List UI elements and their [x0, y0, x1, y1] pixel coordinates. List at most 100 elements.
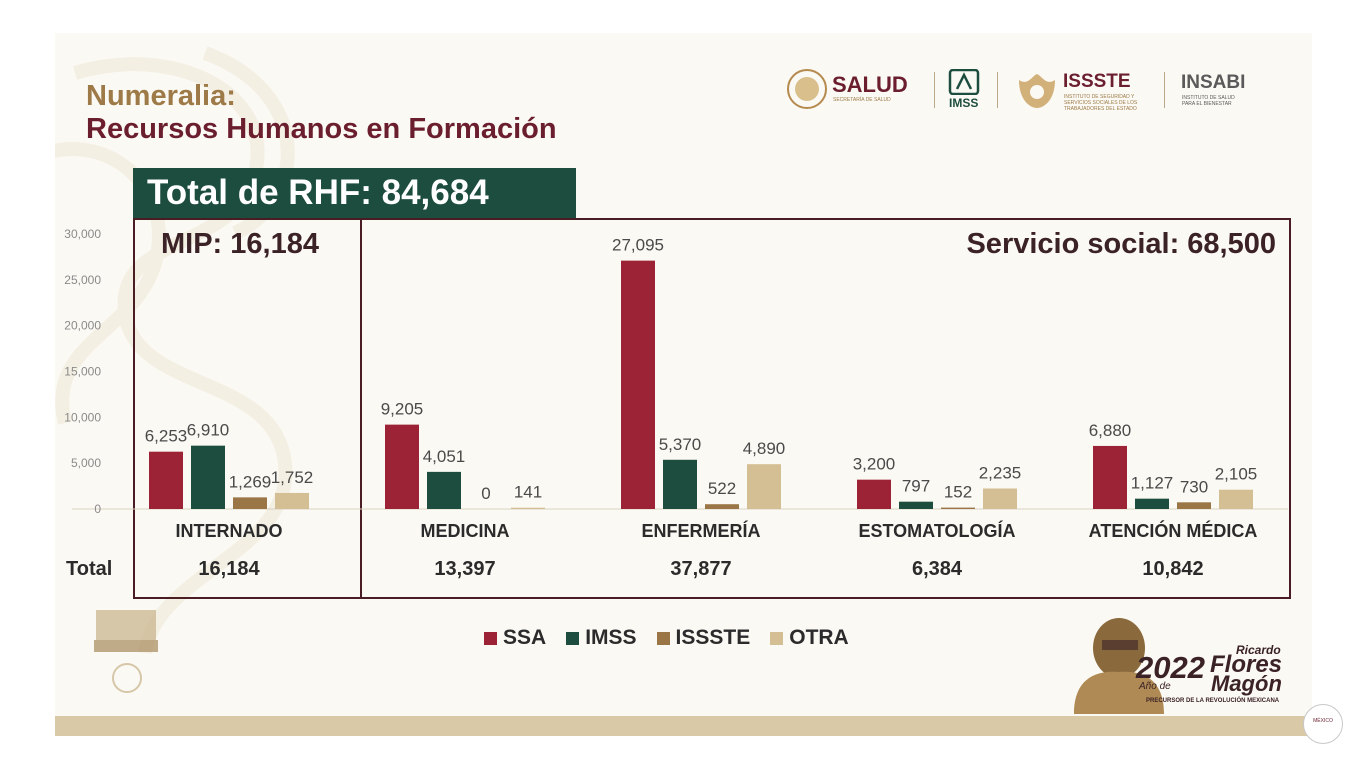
bar-otra-1 — [511, 507, 545, 509]
data-label-issste-3: 152 — [944, 483, 972, 502]
category-label: MEDICINA — [420, 521, 510, 541]
imss-logo-text: IMSS — [949, 96, 979, 110]
bar-ssa-2 — [621, 260, 655, 509]
y-tick-label: 25,000 — [64, 273, 101, 287]
data-label-issste-0: 1,269 — [229, 472, 272, 491]
bar-otra-0 — [275, 492, 309, 509]
bar-ssa-1 — [385, 424, 419, 509]
legend-item-imss: IMSS — [566, 626, 637, 650]
bar-imss-3 — [899, 501, 933, 509]
bar-imss-0 — [191, 445, 225, 509]
data-label-issste-1: 0 — [481, 484, 490, 503]
y-tick-label: 30,000 — [64, 227, 101, 241]
total-rhf-banner: Total de RHF: 84,684 — [133, 168, 576, 218]
category-label: ESTOMATOLOGÍA — [858, 521, 1016, 541]
issste-logo-text: ISSSTE — [1063, 71, 1131, 92]
data-label-otra-0: 1,752 — [271, 468, 314, 487]
bar-otra-4 — [1219, 489, 1253, 509]
y-tick-label: 5,000 — [71, 456, 101, 470]
category-label: ATENCIÓN MÉDICA — [1088, 521, 1258, 541]
year-2022-text: 2022 — [1136, 650, 1205, 685]
bar-issste-3 — [941, 507, 975, 509]
legend-item-ssa: SSA — [484, 626, 546, 650]
historic-emblem-icon — [94, 610, 158, 693]
bar-issste-0 — [233, 497, 267, 509]
anio-de-text: Año de — [1139, 681, 1171, 692]
category-label: INTERNADO — [175, 521, 283, 541]
bar-ssa-4 — [1093, 445, 1127, 509]
magon-text: Magón — [1211, 671, 1282, 696]
data-label-imss-3: 797 — [902, 477, 930, 496]
bar-imss-2 — [663, 459, 697, 509]
data-label-imss-0: 6,910 — [187, 421, 230, 440]
gobierno-de-mexico-badge: MÉXICO — [1303, 704, 1343, 744]
data-label-issste-4: 730 — [1180, 477, 1208, 496]
category-total: 13,397 — [434, 558, 496, 580]
category-total: 37,877 — [670, 558, 732, 580]
y-tick-label: 0 — [94, 502, 101, 516]
mip-total-title: MIP: 16,184 — [161, 228, 319, 260]
data-label-imss-4: 1,127 — [1131, 474, 1174, 493]
legend-item-otra: OTRA — [770, 626, 849, 650]
data-label-imss-2: 5,370 — [659, 435, 702, 454]
salud-logo-text: SALUD — [832, 72, 908, 97]
bar-issste-2 — [705, 504, 739, 509]
insabi-logo-subtitle: INSTITUTO DE SALUD PARA EL BIENESTAR — [1182, 95, 1235, 107]
bottom-accent-bar — [55, 716, 1312, 736]
y-tick-label: 20,000 — [64, 319, 101, 333]
category-total: 6,384 — [911, 558, 963, 580]
y-tick-label: 15,000 — [64, 365, 101, 379]
flores-text: Flores — [1210, 651, 1283, 678]
imss-emblem-icon — [948, 69, 980, 95]
logo-separator — [1164, 72, 1165, 108]
logo-separator — [934, 72, 935, 108]
data-label-ssa-1: 9,205 — [381, 400, 424, 419]
data-label-ssa-3: 3,200 — [853, 455, 896, 474]
salud-emblem-icon — [787, 69, 827, 109]
logo-separator — [997, 72, 998, 108]
bar-otra-2 — [747, 464, 781, 509]
mexico-badge-text: MÉXICO — [1313, 718, 1333, 724]
salud-logo-subtitle: SECRETARÍA DE SALUD — [833, 97, 891, 103]
total-rhf-text: Total de RHF: 84,684 — [147, 173, 489, 212]
legend-label: SSA — [503, 626, 547, 649]
institution-logos: SALUD SECRETARÍA DE SALUD IMSS ISSSTE IN… — [784, 66, 1284, 114]
slide-title-line-2: Recursos Humanos en Formación — [86, 113, 557, 145]
chart-legend: SSA IMSS ISSSTE OTRA — [484, 624, 869, 652]
precursor-text: PRECURSOR DE LA REVOLUCIÓN MEXICANA — [1146, 698, 1280, 704]
bar-imss-4 — [1135, 498, 1169, 509]
legend-swatch — [484, 631, 497, 645]
issste-emblem-icon — [1019, 74, 1055, 108]
data-label-otra-3: 2,235 — [979, 464, 1022, 483]
total-row-label: Total — [66, 558, 113, 580]
category-total: 10,842 — [1142, 558, 1204, 580]
slide-panel — [55, 33, 1312, 717]
legend-label: OTRA — [789, 626, 849, 649]
flores-magon-portrait-icon — [1074, 618, 1164, 714]
insabi-logo-text: INSABI — [1181, 72, 1246, 93]
bar-issste-4 — [1177, 502, 1211, 509]
data-label-otra-4: 2,105 — [1215, 465, 1258, 484]
data-label-otra-1: 141 — [514, 483, 542, 502]
data-label-otra-2: 4,890 — [743, 439, 786, 458]
data-label-ssa-0: 6,253 — [145, 427, 188, 446]
category-total: 16,184 — [198, 558, 260, 580]
legend-label: IMSS — [585, 626, 637, 649]
servicio-social-section-frame — [360, 218, 1291, 599]
legend-label: ISSSTE — [675, 626, 751, 649]
servicio-social-total-title: Servicio social: 68,500 — [966, 228, 1276, 260]
slide-title-line-1: Numeralia: — [86, 80, 236, 112]
y-tick-label: 10,000 — [64, 410, 101, 424]
data-label-issste-2: 522 — [708, 479, 736, 498]
data-label-ssa-4: 6,880 — [1089, 421, 1132, 440]
legend-item-issste: ISSSTE — [656, 626, 751, 650]
bar-otra-3 — [983, 488, 1017, 509]
bar-ssa-3 — [857, 479, 891, 509]
data-label-imss-1: 4,051 — [423, 447, 466, 466]
ricardo-text: Ricardo — [1236, 643, 1281, 657]
issste-logo-subtitle: INSTITUTO DE SEGURIDAD Y SERVICIOS SOCIA… — [1064, 94, 1138, 112]
legend-swatch — [770, 631, 784, 645]
data-label-ssa-2: 27,095 — [612, 236, 664, 255]
